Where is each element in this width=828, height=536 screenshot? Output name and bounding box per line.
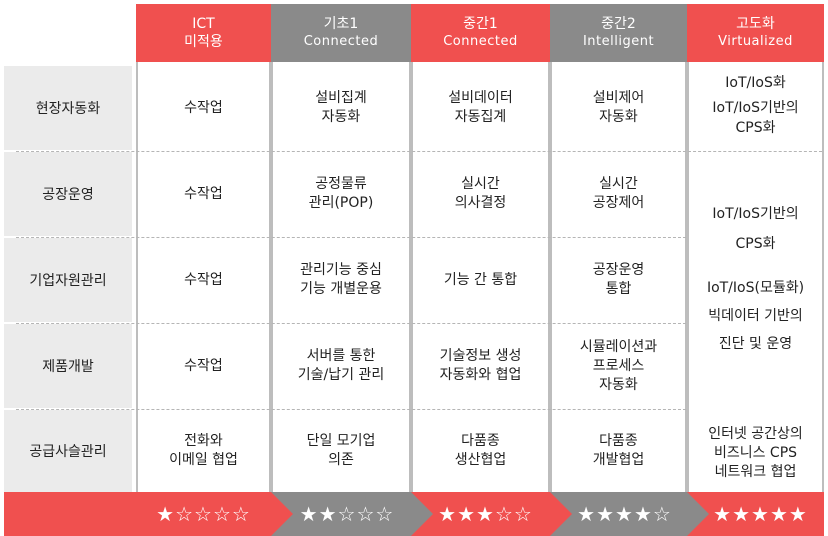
header-title: ICT xyxy=(192,16,215,32)
column-frame-ict xyxy=(136,62,271,492)
cell-supply-ict: 전화와 이메일 협업 xyxy=(140,410,267,492)
cell-factory-mid1: 실시간 의사결정 xyxy=(415,152,546,236)
cell-supply-mid2: 다품종 개발협업 xyxy=(554,410,683,492)
advanced-diagnosis: 진단 및 운영 xyxy=(718,336,793,352)
star-rating-basic1: ★★☆☆☆ xyxy=(299,502,395,526)
cell-factory-mid2: 실시간 공장제어 xyxy=(554,152,683,236)
cell-factory-ict: 수작업 xyxy=(140,152,267,236)
header-basic1: 기초1 Connected xyxy=(271,4,411,62)
header-subtitle: Connected xyxy=(303,34,379,49)
row-divider xyxy=(16,409,686,410)
row-divider xyxy=(16,151,686,152)
star-rating-ict: ★☆☆☆☆ xyxy=(156,502,251,526)
header-mid2: 중간2 Intelligent xyxy=(550,4,687,62)
cell-erp-basic1: 관리기능 중심 기능 개별운용 xyxy=(275,238,407,322)
header-subtitle: 미적용 xyxy=(184,34,223,50)
cell-field-basic1: 설비집계 자동화 xyxy=(275,66,407,150)
star-rating-mid1: ★★★☆☆ xyxy=(438,502,533,526)
advanced-bigdata: 빅데이터 기반의 xyxy=(708,308,803,324)
header-title: 고도화 xyxy=(736,16,775,32)
cell-erp-mid2: 공장운영 통합 xyxy=(554,238,683,322)
advanced-iot-ios: IoT/IoS화 xyxy=(725,75,786,91)
cell-product-ict: 수작업 xyxy=(140,324,267,408)
cell-supply-mid1: 다품종 생산협업 xyxy=(415,410,546,492)
advanced-cps: CPS화 xyxy=(735,236,776,252)
cell-field-mid2: 설비제어 자동화 xyxy=(554,66,683,150)
cell-field-ict: 수작업 xyxy=(140,66,267,150)
rating-bar-gray-1 xyxy=(271,492,411,536)
header-mid1: 중간1 Connected xyxy=(411,4,550,62)
row-label-factory-operation: 공장운영 xyxy=(4,152,132,236)
advanced-merged-block: IoT/IoS기반의 CPS화 IoT/IoS(모듈화) 빅데이터 기반의 진단… xyxy=(691,204,820,374)
cell-product-mid2: 시뮬레이션과 프로세스 자동화 xyxy=(554,324,683,408)
row-divider xyxy=(16,323,686,324)
row-label-field-automation: 현장자동화 xyxy=(4,66,132,150)
cell-supply-basic1: 단일 모기업 의존 xyxy=(275,410,407,492)
header-title: 중간1 xyxy=(463,16,498,32)
header-subtitle: Intelligent xyxy=(582,34,655,49)
cell-factory-basic1: 공정물류 관리(POP) xyxy=(275,152,407,236)
advanced-network-collab: 인터넷 공간상의 비즈니스 CPS 네트워크 협업 xyxy=(691,418,820,488)
chevron-arrow-icon xyxy=(550,492,572,536)
advanced-field-block: IoT/IoS화 IoT/IoS기반의 CPS화 xyxy=(691,74,820,150)
chevron-arrow-icon xyxy=(411,492,433,536)
header-title: 기초1 xyxy=(323,16,359,32)
header-subtitle: Virtualized xyxy=(718,34,793,49)
row-label-product-development: 제품개발 xyxy=(4,324,132,408)
column-frame-basic1 xyxy=(271,62,411,492)
header-subtitle: Connected xyxy=(443,34,518,49)
header-advanced: 고도화 Virtualized xyxy=(687,4,824,62)
cell-field-mid1: 설비데이터 자동집계 xyxy=(415,66,546,150)
cell-erp-ict: 수작업 xyxy=(140,238,267,322)
column-frame-advanced xyxy=(687,62,824,492)
advanced-iot-ios-based: IoT/IoS기반의 xyxy=(712,206,799,222)
cell-product-basic1: 서버를 통한 기술/납기 관리 xyxy=(275,324,407,408)
advanced-iot-modular: IoT/IoS(모듈화) xyxy=(706,280,805,296)
chevron-arrow-icon xyxy=(271,492,293,536)
column-frame-mid2 xyxy=(550,62,687,492)
column-frame-mid1 xyxy=(411,62,550,492)
row-divider xyxy=(16,237,686,238)
header-ict: ICT 미적용 xyxy=(136,4,271,62)
chevron-arrow-icon xyxy=(687,492,709,536)
header-title: 중간2 xyxy=(601,16,636,32)
cell-erp-mid1: 기능 간 통합 xyxy=(415,238,546,322)
cell-product-mid1: 기술정보 생성 자동화와 협업 xyxy=(415,324,546,408)
row-label-supply-chain: 공급사슬관리 xyxy=(4,410,132,492)
rating-bar-gray-2 xyxy=(550,492,687,536)
star-rating-advanced: ★★★★★ xyxy=(713,502,808,526)
row-label-erp: 기업자원관리 xyxy=(4,238,132,322)
star-rating-mid2: ★★★★☆ xyxy=(577,502,672,526)
advanced-iot-cps: IoT/IoS기반의 CPS화 xyxy=(712,100,799,136)
row-divider xyxy=(688,151,822,152)
